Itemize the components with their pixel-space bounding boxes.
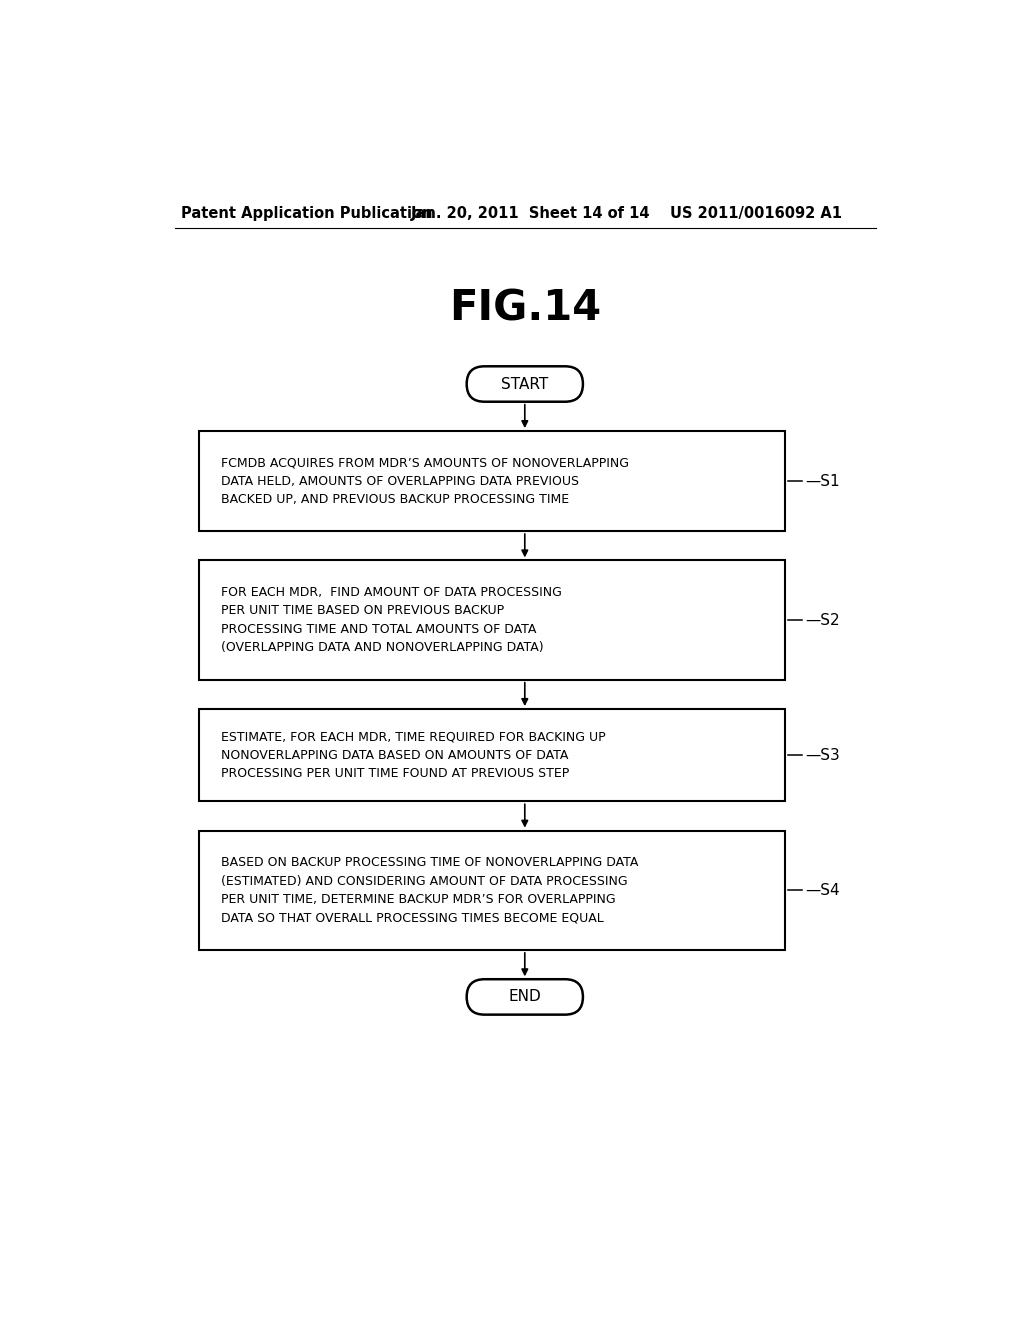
Bar: [200, 432, 785, 531]
Bar: [200, 830, 785, 950]
Text: —S3: —S3: [805, 747, 840, 763]
Text: FCMDB ACQUIRES FROM MDR’S AMOUNTS OF NONOVERLAPPING
DATA HELD, AMOUNTS OF OVERLA: FCMDB ACQUIRES FROM MDR’S AMOUNTS OF NON…: [221, 455, 629, 506]
Text: BASED ON BACKUP PROCESSING TIME OF NONOVERLAPPING DATA
(ESTIMATED) AND CONSIDERI: BASED ON BACKUP PROCESSING TIME OF NONOV…: [221, 857, 638, 924]
FancyBboxPatch shape: [467, 367, 583, 401]
Text: —S2: —S2: [805, 612, 840, 627]
FancyBboxPatch shape: [467, 979, 583, 1015]
Bar: [200, 560, 785, 680]
Text: Patent Application Publication: Patent Application Publication: [180, 206, 432, 222]
Text: FOR EACH MDR,  FIND AMOUNT OF DATA PROCESSING
PER UNIT TIME BASED ON PREVIOUS BA: FOR EACH MDR, FIND AMOUNT OF DATA PROCES…: [221, 586, 562, 655]
Bar: [200, 709, 785, 801]
Text: START: START: [501, 376, 549, 392]
Text: —S4: —S4: [805, 883, 840, 898]
Text: Jan. 20, 2011  Sheet 14 of 14: Jan. 20, 2011 Sheet 14 of 14: [411, 206, 650, 222]
Text: ESTIMATE, FOR EACH MDR, TIME REQUIRED FOR BACKING UP
NONOVERLAPPING DATA BASED O: ESTIMATE, FOR EACH MDR, TIME REQUIRED FO…: [221, 730, 605, 780]
Text: US 2011/0016092 A1: US 2011/0016092 A1: [671, 206, 843, 222]
Text: END: END: [509, 990, 541, 1005]
Text: —S1: —S1: [805, 474, 840, 488]
Text: FIG.14: FIG.14: [449, 288, 601, 330]
